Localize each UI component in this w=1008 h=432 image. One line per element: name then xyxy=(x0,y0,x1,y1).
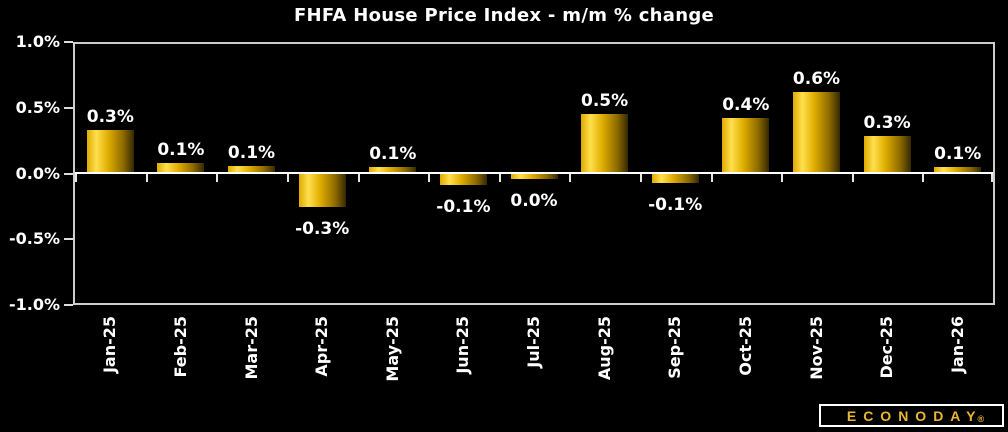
econoday-logo: ECONODAY ® xyxy=(819,404,1004,427)
x-axis-tick xyxy=(286,174,289,182)
bar-mar-25 xyxy=(228,165,275,174)
y-axis-tick xyxy=(64,106,73,109)
bar-aug-25 xyxy=(581,113,629,174)
x-tick-label-may-25: May-25 xyxy=(382,316,402,382)
chart-title: FHFA House Price Index - m/m % change xyxy=(293,5,715,26)
y-axis-tick xyxy=(64,238,73,241)
x-axis-tick xyxy=(710,174,713,182)
x-tick-label-apr-25: Apr-25 xyxy=(312,316,332,377)
bar-value-label: -0.3% xyxy=(295,219,350,240)
x-axis-tick xyxy=(145,174,148,182)
x-axis-tick xyxy=(216,174,219,182)
y-axis-tick xyxy=(64,304,73,306)
y-axis-tick xyxy=(64,172,73,175)
y-tick-label: -1.0% xyxy=(8,295,60,314)
bar-value-label: 0.0% xyxy=(510,190,558,211)
bar-feb-25 xyxy=(157,163,205,174)
x-tick-label-sep-25: Sep-25 xyxy=(665,316,685,379)
x-axis-tick xyxy=(922,174,925,182)
x-axis-tick xyxy=(75,174,77,182)
x-tick-label-aug-25: Aug-25 xyxy=(594,316,614,381)
bar-may-25 xyxy=(369,167,417,174)
x-axis-tick xyxy=(357,174,360,182)
econoday-logo-text: ECONODAY xyxy=(846,407,983,424)
x-tick-label-dec-25: Dec-25 xyxy=(877,316,897,379)
x-tick-label-feb-25: Feb-25 xyxy=(170,316,190,378)
x-tick-label-jul-25: Jul-25 xyxy=(524,316,543,368)
y-tick-label: -0.5% xyxy=(8,229,60,249)
x-tick-label-oct-25: Oct-25 xyxy=(735,316,755,376)
bar-value-label: 0.5% xyxy=(581,90,629,111)
bar-value-label: -0.1% xyxy=(648,194,703,215)
bar-value-label: 0.1% xyxy=(369,144,417,164)
bar-jan-26 xyxy=(934,167,982,174)
x-axis-tick xyxy=(781,174,784,182)
x-axis-tick xyxy=(639,174,642,182)
y-tick-label: 0.0% xyxy=(15,163,60,183)
bar-dec-25 xyxy=(863,135,911,174)
y-tick-label: 0.5% xyxy=(15,97,60,117)
bar-value-label: -0.1% xyxy=(436,197,491,218)
x-axis-tick xyxy=(569,174,572,182)
bar-value-label: 0.3% xyxy=(86,106,134,127)
bar-jul-25 xyxy=(510,173,558,179)
x-tick-label-jan-25: Jan-25 xyxy=(100,316,120,374)
x-axis-tick xyxy=(991,174,993,182)
bar-apr-25 xyxy=(298,173,346,208)
x-tick-label-jan-26: Jan-26 xyxy=(947,316,967,374)
x-axis-tick xyxy=(851,174,854,182)
x-axis-tick xyxy=(498,174,501,182)
registered-trademark-icon: ® xyxy=(977,414,985,424)
bar-jun-25 xyxy=(439,173,487,186)
bar-value-label: 0.1% xyxy=(227,142,276,163)
bar-value-label: 0.4% xyxy=(722,94,770,115)
bar-value-label: 0.3% xyxy=(863,112,911,133)
bar-sep-25 xyxy=(651,173,699,183)
bar-value-label: 0.1% xyxy=(934,144,982,164)
bar-oct-25 xyxy=(722,117,770,174)
x-tick-label-jun-25: Jun-25 xyxy=(453,316,473,374)
bar-nov-25 xyxy=(793,91,840,174)
x-tick-label-nov-25: Nov-25 xyxy=(806,316,826,380)
x-tick-label-mar-25: Mar-25 xyxy=(241,316,261,380)
bar-jan-25 xyxy=(86,129,134,174)
y-axis-tick xyxy=(64,41,73,43)
bar-value-label: 0.6% xyxy=(792,68,841,89)
zero-axis-line xyxy=(75,172,993,174)
y-tick-label: 1.0% xyxy=(15,32,60,51)
x-axis-tick xyxy=(428,174,431,182)
bar-value-label: 0.1% xyxy=(157,140,205,161)
plot-area: 0.3% 0.1% 0.1% -0.3% 0.1% -0.1% 0.0% 0.5% -0.1% 0… xyxy=(73,42,995,305)
